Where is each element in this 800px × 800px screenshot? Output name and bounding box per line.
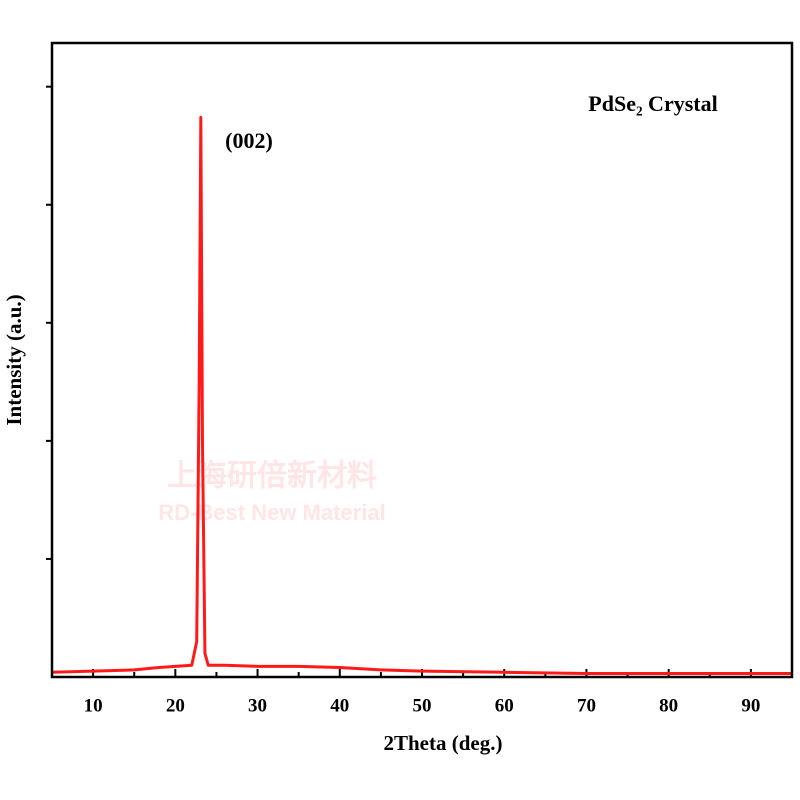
x-tick-label: 10	[84, 695, 103, 716]
x-tick-label: 40	[330, 695, 349, 716]
x-tick-label: 80	[659, 695, 678, 716]
chart-title: PdSe₂ Crystal	[588, 91, 717, 116]
x-tick-label: 70	[577, 695, 596, 716]
x-tick-label: 30	[248, 695, 267, 716]
data-line	[51, 115, 792, 675]
x-tick-label: 50	[413, 695, 432, 716]
x-tick-label: 90	[741, 695, 760, 716]
watermark: RD-Best New Material	[158, 500, 385, 525]
plot-frame	[50, 41, 794, 679]
x-tick-label: 20	[166, 695, 185, 716]
annotation: (002)	[225, 128, 273, 153]
x-axis-label: 2Theta (deg.)	[384, 731, 503, 755]
y-axis-label: Intensity (a.u.)	[2, 294, 26, 425]
x-tick-label: 60	[495, 695, 514, 716]
